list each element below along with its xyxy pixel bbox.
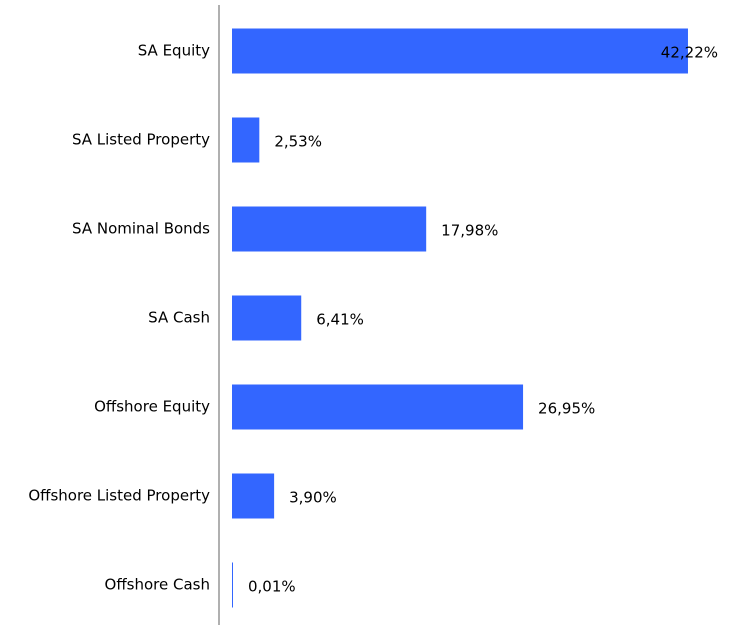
category-label: SA Equity	[138, 42, 210, 60]
bar	[232, 28, 688, 74]
bar	[232, 473, 275, 519]
value-label: 6,41%	[316, 311, 364, 329]
bar	[232, 117, 260, 163]
category-label: Offshore Listed Property	[28, 487, 210, 505]
value-label: 0,01%	[248, 578, 296, 596]
category-label: SA Nominal Bonds	[72, 220, 210, 238]
value-label: 17,98%	[441, 222, 498, 240]
value-label: 2,53%	[274, 133, 322, 151]
category-label: Offshore Cash	[105, 576, 210, 594]
category-label: SA Cash	[148, 309, 210, 327]
value-label: 26,95%	[538, 400, 595, 418]
category-label: Offshore Equity	[94, 398, 210, 416]
bar	[232, 295, 302, 341]
category-label: SA Listed Property	[72, 131, 210, 149]
bar	[232, 562, 233, 608]
bar	[232, 384, 524, 430]
value-label: 42,22%	[661, 44, 718, 62]
bar	[232, 206, 427, 252]
value-label: 3,90%	[289, 489, 337, 507]
